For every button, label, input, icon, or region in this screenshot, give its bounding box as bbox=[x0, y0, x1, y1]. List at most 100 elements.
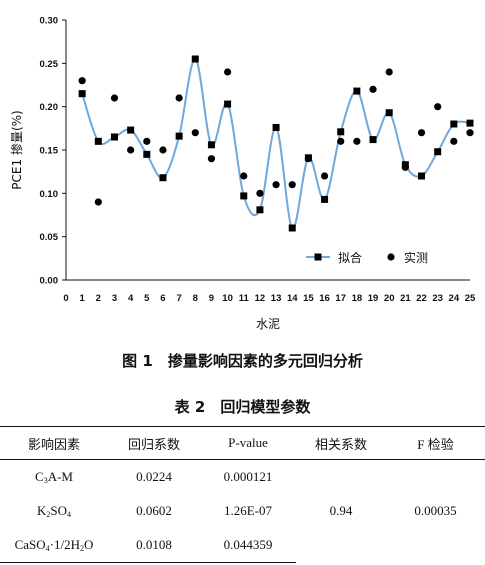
legend-measured-marker bbox=[387, 253, 395, 261]
table-caption: 表 2 回归模型参数 bbox=[174, 398, 311, 416]
measured-point bbox=[78, 77, 86, 85]
y-axis-title: PCE1 掺量(%) bbox=[9, 110, 24, 189]
fit-point bbox=[272, 123, 280, 131]
table-row: C3A-M 0.0224 0.000121 0.94 0.00035 bbox=[0, 460, 485, 518]
p-value-cell: 0.044359 bbox=[200, 528, 296, 563]
p-value-cell: 1.26E-07 bbox=[223, 503, 273, 518]
x-tick-label: 1 bbox=[80, 293, 86, 304]
x-tick-label: 21 bbox=[400, 293, 411, 304]
fit-point bbox=[224, 100, 232, 108]
x-tick-label: 20 bbox=[384, 293, 395, 304]
y-tick-label: 0.15 bbox=[40, 146, 59, 157]
table-row: CaSO4·1/2H2O 0.0108 0.044359 bbox=[0, 528, 485, 563]
x-tick-label: 17 bbox=[335, 293, 346, 304]
x-tick-label: 23 bbox=[432, 293, 443, 304]
measured-point bbox=[466, 129, 474, 137]
fit-point bbox=[353, 87, 361, 95]
fit-point bbox=[256, 206, 264, 214]
coefficient-cell: 0.0224 bbox=[136, 469, 172, 484]
fit-point bbox=[191, 55, 199, 63]
y-tick-label: 0.10 bbox=[40, 189, 59, 200]
measured-point bbox=[256, 189, 264, 197]
fit-point bbox=[385, 109, 393, 117]
legend-fit-marker bbox=[314, 253, 322, 261]
x-tick-label: 13 bbox=[271, 293, 282, 304]
measured-point bbox=[385, 68, 393, 76]
x-tick-label: 8 bbox=[193, 293, 198, 304]
measured-point bbox=[191, 129, 199, 137]
table-row: K2SO4 0.0602 1.26E-07 bbox=[0, 494, 485, 528]
fit-series-line bbox=[81, 57, 471, 230]
fit-point bbox=[466, 119, 474, 127]
y-tick-label: 0.05 bbox=[40, 232, 59, 243]
measured-point bbox=[143, 137, 151, 145]
factor-cell: K2SO4 bbox=[36, 503, 71, 519]
measured-point bbox=[304, 155, 312, 163]
x-tick-label: 11 bbox=[239, 293, 250, 304]
x-tick-label: 5 bbox=[144, 293, 150, 304]
legend-fit-label: 拟合 bbox=[338, 250, 362, 265]
y-tick-label: 0.00 bbox=[40, 276, 59, 287]
measured-point bbox=[240, 172, 248, 180]
fit-series-markers bbox=[78, 55, 474, 232]
figure-caption: 图 1 掺量影响因素的多元回归分析 bbox=[122, 352, 363, 370]
measured-point bbox=[320, 172, 329, 180]
header-coefficient: 回归系数 bbox=[108, 426, 200, 460]
coefficient-cell: 0.0108 bbox=[108, 528, 200, 563]
legend-measured-label: 实测 bbox=[404, 250, 428, 265]
fit-point bbox=[207, 141, 215, 149]
measured-point bbox=[369, 85, 377, 93]
header-factor: 影响因素 bbox=[0, 426, 108, 460]
measured-point bbox=[434, 103, 442, 111]
x-tick-label: 0 bbox=[63, 293, 68, 304]
x-tick-label: 10 bbox=[222, 293, 233, 304]
fit-point bbox=[94, 137, 102, 145]
measured-point bbox=[353, 137, 361, 145]
y-tick-group: 0.00 0.05 0.10 0.15 0.20 0.25 0.30 bbox=[40, 16, 66, 287]
x-tick-group: 0 1 2 3 4 5 6 7 8 9 10 11 12 13 14 15 16 17 18 19 20 21 22 23 24… bbox=[63, 293, 476, 304]
fit-point bbox=[110, 133, 118, 141]
fit-point bbox=[240, 192, 248, 200]
p-value-cell: 0.000121 bbox=[223, 469, 273, 484]
measured-point bbox=[272, 181, 280, 189]
x-tick-label: 25 bbox=[465, 293, 476, 304]
measured-point bbox=[159, 146, 167, 154]
legend: 拟合 实测 bbox=[306, 250, 428, 265]
fit-point bbox=[143, 150, 151, 158]
x-tick-label: 9 bbox=[209, 293, 214, 304]
x-tick-label: 3 bbox=[112, 293, 117, 304]
x-tick-label: 18 bbox=[352, 293, 363, 304]
x-tick-label: 7 bbox=[176, 293, 181, 304]
fit-point bbox=[418, 172, 426, 180]
measured-point bbox=[175, 94, 183, 102]
fit-point bbox=[337, 128, 345, 136]
table-header-row: 影响因素 回归系数 P-value 相关系数 F 检验 bbox=[0, 426, 485, 460]
header-correlation: 相关系数 bbox=[296, 426, 386, 460]
measured-point bbox=[417, 129, 426, 137]
fit-point bbox=[434, 148, 442, 156]
x-tick-label: 12 bbox=[255, 293, 266, 304]
factor-cell: C3A-M bbox=[35, 469, 73, 485]
fit-point bbox=[321, 195, 329, 203]
y-tick-label: 0.30 bbox=[40, 16, 59, 27]
x-tick-label: 19 bbox=[368, 293, 379, 304]
x-tick-label: 2 bbox=[96, 293, 101, 304]
fit-point bbox=[288, 224, 296, 232]
fit-point bbox=[159, 174, 167, 182]
fit-point bbox=[175, 132, 183, 140]
x-tick-label: 16 bbox=[319, 293, 330, 304]
header-p-value: P-value bbox=[200, 426, 296, 460]
y-tick-label: 0.25 bbox=[40, 59, 59, 70]
measured-point bbox=[337, 137, 345, 145]
fit-point bbox=[450, 120, 458, 128]
fit-point bbox=[369, 136, 377, 144]
measured-point bbox=[450, 137, 458, 145]
coefficient-cell: 0.0602 bbox=[136, 503, 172, 518]
y-tick-label: 0.20 bbox=[40, 102, 59, 113]
factor-cell: CaSO4·1/2H2O bbox=[0, 528, 108, 563]
correlation-cell: 0.94 bbox=[329, 503, 353, 519]
f-test-cell: 0.00035 bbox=[414, 503, 457, 519]
x-tick-label: 4 bbox=[128, 293, 134, 304]
x-tick-label: 15 bbox=[303, 293, 314, 304]
